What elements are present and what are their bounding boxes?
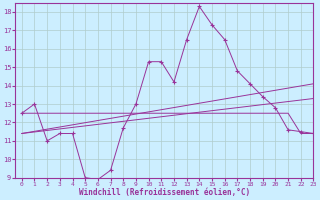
X-axis label: Windchill (Refroidissement éolien,°C): Windchill (Refroidissement éolien,°C) xyxy=(79,188,250,197)
